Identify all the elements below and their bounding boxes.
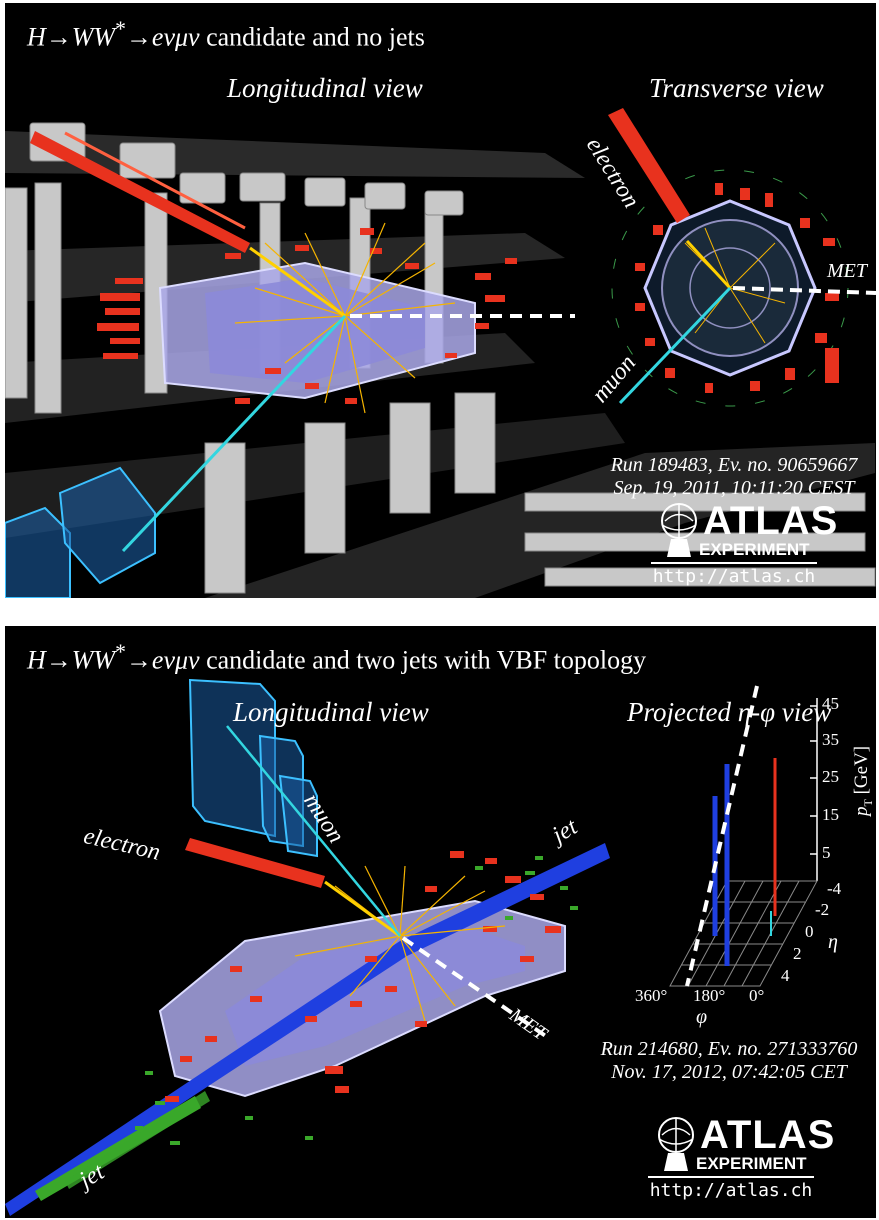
title-higgs: H→WW [27, 22, 116, 52]
phi-tick: 360° [635, 986, 668, 1005]
atlas-url: http://atlas.ch [648, 1176, 814, 1201]
run-info: Run 214680, Ev. no. 271333760 Nov. 17, 2… [583, 1038, 875, 1084]
particle-tracks [294, 865, 506, 1022]
atlas-logo: ATLAS EXPERIMENT http://atlas.ch [648, 1113, 834, 1207]
phi-tick: 180° [693, 986, 726, 1005]
run-date: Sep. 19, 2011, 10:11:20 CEST [613, 477, 855, 499]
longitudinal-view-label: Longitudinal view [233, 697, 429, 727]
muon-track [226, 725, 401, 937]
pt-axis-sub: T [860, 799, 875, 807]
atlas-word: ATLAS [703, 499, 839, 543]
longitudinal-scene-bottom [5, 678, 818, 1216]
transverse-view [608, 108, 876, 407]
title-arrow: → [125, 22, 152, 52]
eta-tick: 2 [793, 944, 802, 963]
particle-tracks [234, 222, 456, 414]
eta-label: η [828, 931, 838, 953]
event-display-two-jets: H→WW*→eνμν candidate and two jets with V… [5, 626, 876, 1218]
title-star: * [115, 640, 126, 664]
electron-track [249, 246, 346, 318]
longitudinal-view-label: Longitudinal view [227, 73, 423, 103]
hadronic-deposits [135, 856, 578, 1145]
atlas-word: ATLAS [700, 1113, 836, 1157]
panel-title: H→WW*→eνμν candidate and two jets with V… [27, 640, 646, 676]
title-arrow: → [125, 645, 152, 675]
event-display-no-jets: H→WW*→eνμν candidate and no jets Longitu… [5, 3, 876, 598]
pt-tick: 15 [822, 805, 839, 824]
atlas-logo: ATLAS EXPERIMENT http://atlas.ch [651, 499, 837, 593]
jet-cones [5, 843, 610, 1216]
run-number: Run 189483, Ev. no. 90659667 [610, 454, 858, 476]
eta-tick: 4 [781, 966, 790, 985]
run-info: Run 189483, Ev. no. 90659667 Sep. 19, 20… [589, 454, 876, 500]
title-rest: candidate and two jets with VBF topology [199, 645, 647, 675]
inner-detector-barrel [158, 261, 476, 400]
phi-tick: 0° [749, 986, 765, 1005]
phi-label: φ [696, 1006, 708, 1028]
title-star: * [115, 17, 126, 41]
pt-tick: 35 [822, 730, 839, 749]
eta-phi-lego-plot [669, 685, 818, 987]
calorimeter-deposits [165, 851, 561, 1102]
pt-axis-unit: [GeV] [851, 745, 872, 800]
calorimeter-deposits [97, 228, 517, 404]
title-particles: eνμν [151, 645, 200, 675]
atlas-figure-icon [658, 1117, 694, 1171]
pt-tick: 25 [822, 767, 839, 786]
pt-axis-symbol: p [851, 806, 872, 817]
panel-title: H→WW*→eνμν candidate and no jets [27, 17, 425, 53]
transverse-view-label: Transverse view [649, 73, 824, 103]
pt-tick: 5 [822, 843, 831, 862]
muon-track [121, 314, 347, 553]
projected-view-label: Projected η-φ view [627, 697, 832, 727]
atlas-sub: EXPERIMENT [696, 1154, 807, 1173]
pt-tick: 45 [822, 694, 839, 713]
run-number: Run 214680, Ev. no. 271333760 [600, 1038, 858, 1060]
met-line [401, 936, 552, 1041]
eta-tick: -4 [827, 879, 842, 898]
electron-track [324, 880, 401, 938]
eta-tick: 0 [805, 922, 814, 941]
eta-tick: -2 [815, 900, 830, 919]
atlas-url: http://atlas.ch [651, 562, 817, 587]
title-higgs: H→WW [27, 645, 116, 675]
atlas-sub: EXPERIMENT [699, 540, 810, 559]
run-date: Nov. 17, 2012, 07:42:05 CET [611, 1061, 847, 1083]
electron-shower [30, 131, 250, 253]
atlas-figure-icon [661, 503, 697, 557]
title-rest: candidate and no jets [199, 22, 425, 52]
electron-shower [185, 838, 325, 888]
title-particles: eνμν [151, 22, 200, 52]
met-label: MET [827, 260, 867, 282]
longitudinal-scene-top [5, 108, 876, 598]
muon-chambers [5, 466, 156, 598]
pt-axis-label: pT [GeV] [851, 746, 876, 816]
